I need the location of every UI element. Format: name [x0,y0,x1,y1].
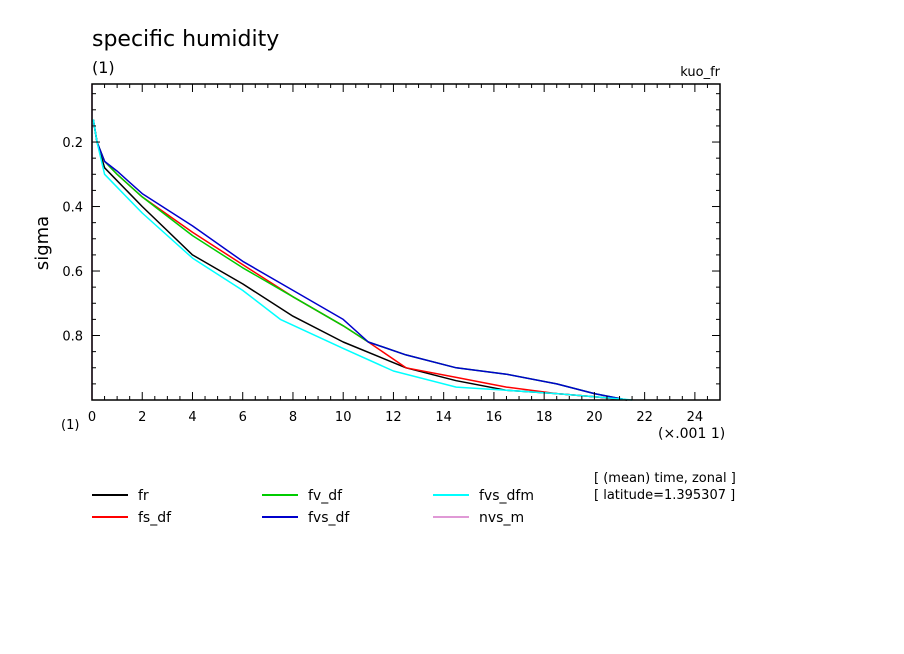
x-tick-label: 0 [88,410,96,425]
x-tick-label: 24 [687,410,704,425]
note-line-2: [ latitude=1.395307 ] [594,488,735,503]
legend-label-nvs-m: nvs_m [479,510,524,526]
legend-label-fs-df: fs_df [138,510,172,526]
legend-label-fr: fr [138,488,149,504]
x-tick-label: 2 [138,410,146,425]
x-tick-label: 14 [435,410,452,425]
series-line-fs-df [92,119,628,401]
plot-frame [91,83,721,401]
y-tick-label: 0.8 [62,330,83,345]
series-line-fr [92,119,628,401]
series-line-fvs-dfm [92,119,633,401]
legend-label-fv-df: fv_df [308,488,343,504]
axis-ticks: 0 2 4 6 8 10 12 14 16 18 20 22 240.20.40.60.8 [62,84,721,425]
series-line-fvs-df [92,119,628,401]
x-tick-label: 20 [586,410,603,425]
x-tick-label: 4 [188,410,196,425]
series-line-fv-df [92,119,628,401]
x-tick-label: 22 [636,410,653,425]
x-tick-label: 10 [335,410,352,425]
legend: fr fs_df fv_df fvs_df fvs_dfm nvs_m [92,488,534,526]
x-unit-label: (×.001 1) [658,426,725,442]
y-tick-label: 0.6 [62,265,83,280]
run-label: kuo_fr [680,65,720,80]
y-axis-label: sigma [32,216,53,270]
series-layer [91,84,633,401]
y-unit-label: (1) [61,418,79,433]
x-tick-label: 16 [486,410,503,425]
x-tick-label: 18 [536,410,553,425]
chart-subtitle: (1) [92,58,115,77]
x-tick-label: 12 [385,410,402,425]
x-tick-label: 8 [289,410,297,425]
legend-label-fvs-df: fvs_df [308,510,350,526]
chart-title: specific humidity [92,27,279,52]
x-tick-label: 6 [239,410,247,425]
y-tick-label: 0.4 [62,201,83,216]
y-tick-label: 0.2 [62,136,83,151]
legend-label-fvs-dfm: fvs_dfm [479,488,534,504]
note-line-1: [ (mean) time, zonal ] [594,471,736,486]
